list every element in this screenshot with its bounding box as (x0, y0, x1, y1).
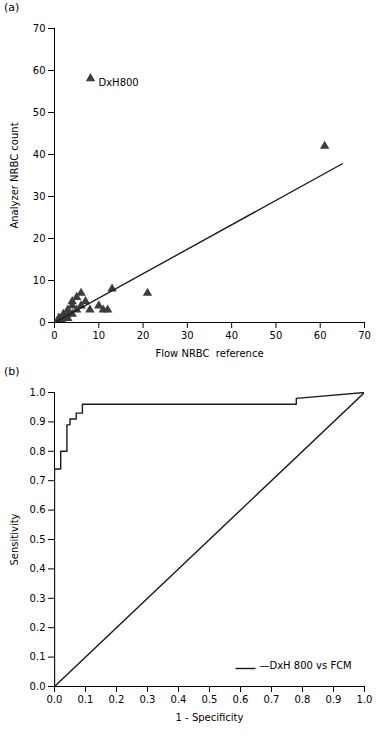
svg-text:10: 10 (33, 275, 46, 286)
svg-text:0.7: 0.7 (30, 475, 46, 486)
svg-text:0: 0 (51, 330, 57, 341)
svg-text:10: 10 (92, 330, 105, 341)
svg-text:0.2: 0.2 (30, 622, 46, 633)
svg-text:50: 50 (270, 330, 283, 341)
svg-text:0.5: 0.5 (202, 694, 218, 705)
svg-text:0.4: 0.4 (171, 694, 187, 705)
svg-text:—DxH 800 vs FCM: —DxH 800 vs FCM (260, 660, 352, 671)
svg-text:20: 20 (33, 233, 46, 244)
svg-text:DxH800: DxH800 (99, 77, 139, 88)
svg-text:0.1: 0.1 (30, 651, 46, 662)
svg-text:0.6: 0.6 (30, 504, 46, 515)
svg-text:Flow NRBC reference: Flow NRBC reference (155, 348, 263, 359)
svg-text:30: 30 (181, 330, 194, 341)
svg-text:1 - Specificity: 1 - Specificity (176, 712, 244, 723)
svg-text:40: 40 (225, 330, 238, 341)
svg-text:40: 40 (33, 149, 46, 160)
svg-text:70: 70 (358, 330, 371, 341)
svg-text:0.3: 0.3 (140, 694, 156, 705)
svg-text:Sensitivity: Sensitivity (9, 513, 20, 565)
svg-text:0.4: 0.4 (30, 563, 46, 574)
html-text:(b): (b) (4, 365, 20, 378)
svg-text:0.9: 0.9 (326, 694, 342, 705)
svg-text:0.9: 0.9 (30, 416, 46, 427)
svg-text:0.8: 0.8 (30, 446, 46, 457)
svg-text:60: 60 (314, 330, 327, 341)
svg-text:30: 30 (33, 191, 46, 202)
html-text:(a): (a) (4, 1, 20, 14)
svg-text:0.0: 0.0 (30, 681, 46, 692)
svg-text:1.0: 1.0 (357, 694, 373, 705)
svg-text:60: 60 (33, 65, 46, 76)
svg-text:0.8: 0.8 (295, 694, 311, 705)
svg-text:1.0: 1.0 (30, 387, 46, 398)
svg-text:0.2: 0.2 (109, 694, 125, 705)
svg-text:0.1: 0.1 (78, 694, 94, 705)
svg-text:0.0: 0.0 (47, 694, 63, 705)
svg-text:Analyzer NRBC count: Analyzer NRBC count (9, 122, 20, 228)
svg-text:20: 20 (137, 330, 150, 341)
svg-text:70: 70 (33, 23, 46, 34)
svg-text:0.7: 0.7 (264, 694, 280, 705)
svg-text:0.5: 0.5 (30, 534, 46, 545)
svg-text:50: 50 (33, 107, 46, 118)
svg-text:0.6: 0.6 (233, 694, 249, 705)
svg-text:0.3: 0.3 (30, 593, 46, 604)
svg-text:0: 0 (39, 317, 45, 328)
